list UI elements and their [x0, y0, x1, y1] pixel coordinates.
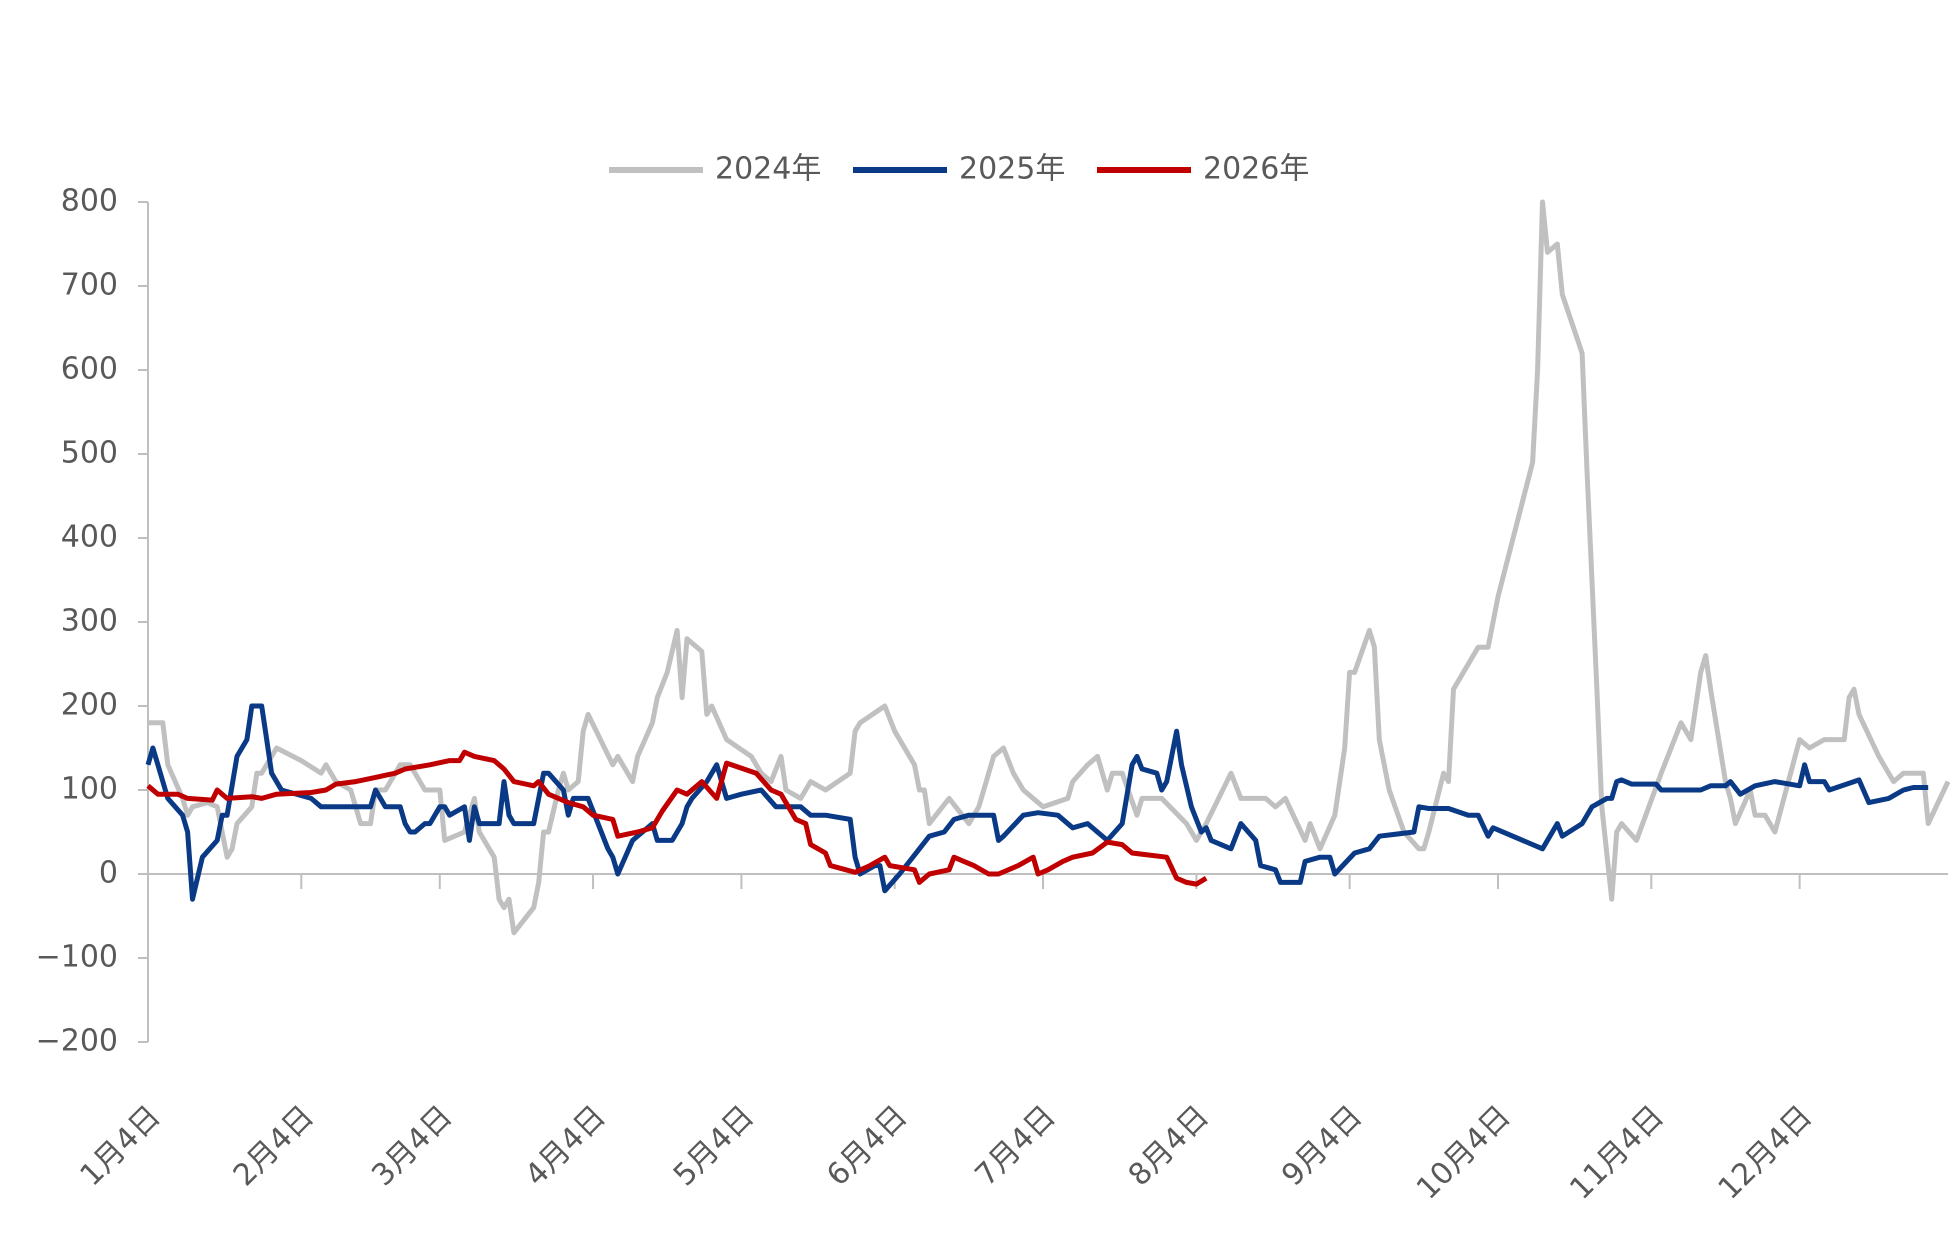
- x-tick-label: 12月4日: [1712, 1099, 1820, 1207]
- x-tick-label: 11月4日: [1563, 1099, 1671, 1207]
- legend-label: 2024年: [715, 152, 821, 187]
- y-tick-label: 100: [61, 772, 118, 807]
- y-tick-label: 500: [61, 436, 118, 471]
- x-tick-label: 5月4日: [667, 1099, 761, 1193]
- y-tick-label: 400: [61, 520, 118, 555]
- x-tick-label: 1月4日: [73, 1099, 167, 1193]
- x-tick-label: 10月4日: [1410, 1099, 1518, 1207]
- y-tick-label: −200: [36, 1024, 118, 1059]
- y-tick-label: 600: [61, 352, 118, 387]
- x-tick-label: 6月4日: [820, 1099, 914, 1193]
- y-tick-label: 200: [61, 688, 118, 723]
- x-tick-label: 4月4日: [519, 1099, 613, 1193]
- x-tick-label: 9月4日: [1275, 1099, 1369, 1193]
- legend-label: 2025年: [959, 152, 1065, 187]
- y-tick-label: −100: [36, 940, 118, 975]
- series-line: [148, 199, 1950, 936]
- y-tick-label: 0: [99, 856, 118, 891]
- legend-label: 2026年: [1203, 152, 1309, 187]
- y-tick-label: 700: [61, 268, 118, 303]
- x-tick-label: 3月4日: [365, 1099, 459, 1193]
- x-tick-label: 2月4日: [227, 1099, 321, 1193]
- y-tick-label: 800: [61, 184, 118, 219]
- x-tick-label: 7月4日: [969, 1099, 1063, 1193]
- y-tick-label: 300: [61, 604, 118, 639]
- series-line: [146, 749, 1208, 887]
- series-line: [145, 703, 1929, 902]
- x-tick-label: 8月4日: [1122, 1099, 1216, 1193]
